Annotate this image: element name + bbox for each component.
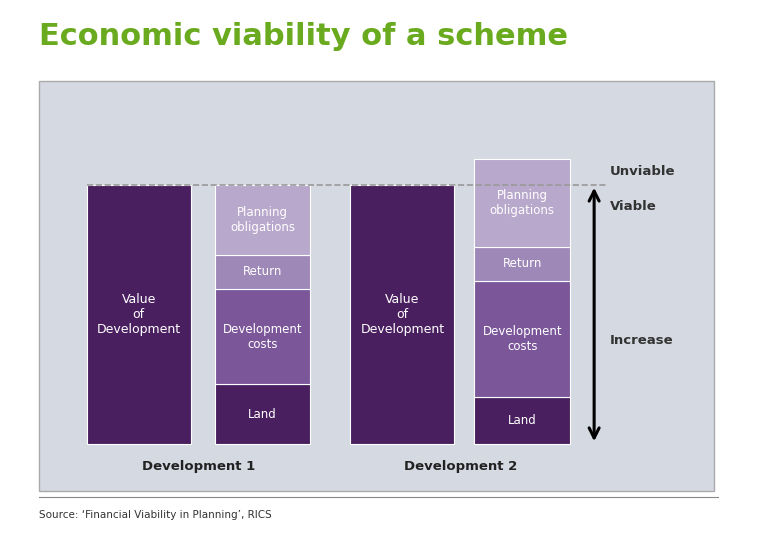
Bar (215, 185, 310, 255)
Text: Planning
obligations: Planning obligations (490, 189, 555, 217)
Bar (474, 397, 570, 444)
Bar (474, 281, 570, 397)
Text: Source: ‘Financial Viability in Planning’, RICS: Source: ‘Financial Viability in Planning… (39, 510, 271, 521)
Text: Economic viability of a scheme: Economic viability of a scheme (39, 22, 568, 51)
Text: Development
costs: Development costs (482, 325, 562, 353)
Text: Value
of
Development: Value of Development (97, 293, 181, 336)
Text: Viable: Viable (610, 200, 657, 213)
Text: Return: Return (243, 265, 282, 278)
Bar (215, 288, 310, 384)
Text: Land: Land (248, 408, 277, 421)
Bar (350, 185, 454, 444)
Bar (215, 255, 310, 288)
Text: Return: Return (502, 258, 542, 271)
Text: Unviable: Unviable (610, 165, 675, 178)
Bar (474, 247, 570, 281)
Text: Increase: Increase (610, 334, 674, 347)
Bar (215, 384, 310, 444)
Text: Development
costs: Development costs (223, 322, 303, 350)
Text: Value
of
Development: Value of Development (360, 293, 445, 336)
Text: Development 1: Development 1 (142, 460, 255, 472)
Bar (474, 159, 570, 247)
Text: Planning
obligations: Planning obligations (230, 206, 295, 234)
Text: Land: Land (508, 414, 537, 427)
Bar (87, 185, 190, 444)
Text: Development 2: Development 2 (404, 460, 517, 472)
